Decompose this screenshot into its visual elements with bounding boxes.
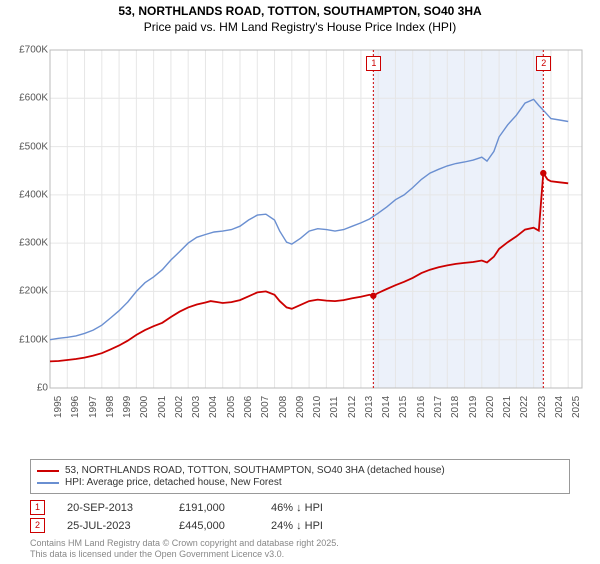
x-tick-label: 2003: [191, 396, 202, 418]
x-tick-label: 2016: [416, 396, 427, 418]
y-tick-label: £300K: [8, 238, 48, 249]
x-tick-label: 2014: [381, 396, 392, 418]
transaction-row: 1 20-SEP-2013 £191,000 46% ↓ HPI: [30, 500, 570, 515]
page-title: 53, NORTHLANDS ROAD, TOTTON, SOUTHAMPTON…: [0, 4, 600, 18]
transaction-price: £445,000: [179, 520, 249, 532]
legend-swatch-price: [37, 470, 59, 472]
y-tick-label: £500K: [8, 141, 48, 152]
legend-item-hpi: HPI: Average price, detached house, New …: [37, 477, 563, 488]
transaction-delta: 24% ↓ HPI: [271, 520, 361, 532]
x-tick-label: 1998: [105, 396, 116, 418]
legend-box: 53, NORTHLANDS ROAD, TOTTON, SOUTHAMPTON…: [30, 459, 570, 494]
x-tick-label: 2011: [329, 396, 340, 418]
legend-swatch-hpi: [37, 482, 59, 484]
x-tick-label: 2004: [208, 396, 219, 418]
y-tick-label: £400K: [8, 189, 48, 200]
x-tick-label: 2021: [502, 396, 513, 418]
x-tick-label: 2000: [139, 396, 150, 418]
footer-text: This data is licensed under the Open Gov…: [30, 549, 570, 559]
x-tick-label: 1995: [53, 396, 64, 418]
x-tick-label: 2023: [537, 396, 548, 418]
chart-page: 53, NORTHLANDS ROAD, TOTTON, SOUTHAMPTON…: [0, 4, 600, 564]
transaction-marker: 1: [30, 500, 45, 515]
y-tick-label: £200K: [8, 286, 48, 297]
x-tick-label: 2008: [278, 396, 289, 418]
x-tick-label: 2025: [571, 396, 582, 418]
x-tick-label: 1999: [122, 396, 133, 418]
y-tick-label: £100K: [8, 334, 48, 345]
x-tick-label: 2012: [347, 396, 358, 418]
x-tick-label: 2020: [485, 396, 496, 418]
x-tick-label: 1996: [70, 396, 81, 418]
y-tick-label: £600K: [8, 93, 48, 104]
x-tick-label: 1997: [88, 396, 99, 418]
x-tick-label: 2006: [243, 396, 254, 418]
x-tick-label: 2017: [433, 396, 444, 418]
x-tick-label: 2013: [364, 396, 375, 418]
x-tick-label: 2005: [226, 396, 237, 418]
transaction-price: £191,000: [179, 502, 249, 514]
legend-label-price: 53, NORTHLANDS ROAD, TOTTON, SOUTHAMPTON…: [65, 465, 445, 476]
y-tick-label: £0: [8, 383, 48, 394]
x-tick-label: 2019: [468, 396, 479, 418]
chart-area: £0£100K£200K£300K£400K£500K£600K£700K199…: [14, 44, 590, 424]
chart-marker-label: 1: [366, 56, 381, 71]
x-tick-label: 2001: [157, 396, 168, 418]
legend-item-price: 53, NORTHLANDS ROAD, TOTTON, SOUTHAMPTON…: [37, 465, 563, 476]
y-tick-label: £700K: [8, 45, 48, 56]
legend-label-hpi: HPI: Average price, detached house, New …: [65, 477, 282, 488]
x-tick-label: 2015: [398, 396, 409, 418]
chart-marker-label: 2: [536, 56, 551, 71]
transaction-delta: 46% ↓ HPI: [271, 502, 361, 514]
transaction-marker: 2: [30, 518, 45, 533]
x-tick-label: 2007: [260, 396, 271, 418]
x-tick-label: 2002: [174, 396, 185, 418]
transaction-date: 20-SEP-2013: [67, 502, 157, 514]
x-tick-label: 2024: [554, 396, 565, 418]
transaction-row: 2 25-JUL-2023 £445,000 24% ↓ HPI: [30, 518, 570, 533]
transaction-date: 25-JUL-2023: [67, 520, 157, 532]
footer-text: Contains HM Land Registry data © Crown c…: [30, 538, 570, 548]
x-tick-label: 2018: [450, 396, 461, 418]
page-subtitle: Price paid vs. HM Land Registry's House …: [0, 20, 600, 34]
x-tick-label: 2009: [295, 396, 306, 418]
x-tick-label: 2022: [519, 396, 530, 418]
x-tick-label: 2010: [312, 396, 323, 418]
